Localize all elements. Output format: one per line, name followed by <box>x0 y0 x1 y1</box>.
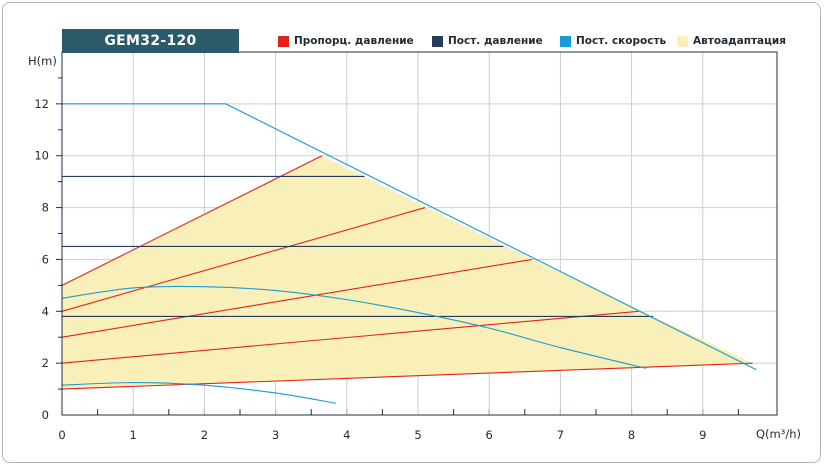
y-tick-label: 8 <box>42 201 49 215</box>
x-tick-label: 3 <box>272 428 279 442</box>
series-2-curve-1 <box>61 285 646 369</box>
x-tick-label: 5 <box>414 428 421 442</box>
legend-item-autoadapt: Автоадаптация <box>677 33 786 49</box>
y-tick-label: 12 <box>34 97 49 111</box>
curves <box>61 103 757 404</box>
x-axis-label: Q(m³/h) <box>756 427 801 441</box>
series-0-curve-4 <box>61 362 753 390</box>
x-tick-label: 6 <box>486 428 493 442</box>
x-tick-label: 0 <box>58 428 65 442</box>
legend-swatch <box>278 35 289 47</box>
axes <box>61 51 778 416</box>
x-tick-label: 9 <box>699 428 706 442</box>
autoadapt-area <box>62 155 753 390</box>
legend-swatch <box>677 35 688 47</box>
x-tick-label: 2 <box>201 428 208 442</box>
legend-label: Пост. давление <box>448 35 543 47</box>
legend-label: Автоадаптация <box>693 35 787 47</box>
legend-item-constant-speed: Пост. скорость <box>560 33 666 49</box>
series-2-curve-2 <box>61 382 337 404</box>
series-0-curve-1 <box>61 207 426 312</box>
y-tick-label: 10 <box>34 149 49 163</box>
legend-item-proportional-pressure: Пропорц. давление <box>278 33 414 49</box>
y-axis-label: H(m) <box>28 54 57 68</box>
series-0-curve-3 <box>61 310 639 364</box>
x-tick-label: 7 <box>557 428 564 442</box>
legend-label: Пост. скорость <box>576 35 667 47</box>
series-0-curve-0 <box>61 155 323 286</box>
y-tick-label: 0 <box>42 408 49 422</box>
x-tick-label: 8 <box>628 428 635 442</box>
legend-swatch <box>560 35 571 47</box>
series-2-curve-0 <box>62 103 757 371</box>
plot-frame <box>61 51 778 416</box>
legend-item-constant-pressure: Пост. давление <box>432 33 543 49</box>
series-0-curve-2 <box>61 258 533 338</box>
legend-swatch <box>432 35 443 47</box>
y-tick-label: 4 <box>42 304 49 318</box>
x-tick-label: 1 <box>130 428 137 442</box>
autoadapt-region <box>62 155 753 390</box>
y-tick-label: 2 <box>42 356 49 370</box>
legend-label: Пропорц. давление <box>294 35 414 47</box>
y-tick-label: 6 <box>42 252 49 266</box>
chart-title: GEM32-120 <box>62 29 239 53</box>
x-tick-label: 4 <box>343 428 350 442</box>
